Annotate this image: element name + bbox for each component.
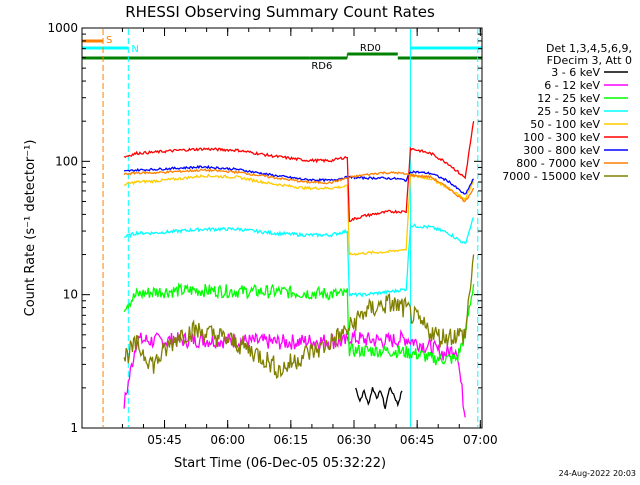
series-line-100-300-kev	[123, 121, 475, 223]
series-line-800-7000-kev	[123, 168, 475, 203]
legend: Det 1,3,4,5,6,9,FDecim 3, Att 03 - 6 keV…	[502, 42, 632, 183]
y-tick-label: 10	[63, 288, 78, 302]
y-axis-label: Count Rate (s⁻¹ detector⁻¹)	[23, 140, 38, 317]
legend-header-line: Det 1,3,4,5,6,9,	[546, 42, 632, 55]
flag-label-s: S	[106, 35, 112, 46]
y-axis: 1 10 100 1000	[47, 21, 482, 435]
x-tick-label: 06:45	[400, 433, 435, 447]
legend-entry-label: 25 - 50 keV	[537, 105, 600, 118]
series-line-25-50-kev	[124, 217, 475, 298]
series-lines	[123, 121, 475, 418]
x-tick-label: 07:00	[463, 433, 498, 447]
legend-entry-label: 800 - 7000 keV	[516, 157, 600, 170]
legend-header-line: FDecim 3, Att 0	[547, 54, 632, 67]
flag-label-n: N	[131, 44, 138, 55]
flag-label-rd6: RD6	[311, 61, 332, 72]
x-tick-label: 06:00	[210, 433, 245, 447]
legend-entry-label: 6 - 12 keV	[544, 79, 600, 92]
plot-frame	[81, 27, 483, 429]
series-line-50-100-kev	[123, 172, 475, 256]
series-line-6-12-kev	[123, 328, 466, 418]
y-tick-label: 100	[55, 154, 78, 168]
x-axis: 05:45 06:00 06:15 06:30 06:45 07:00	[121, 28, 498, 447]
flag-label-rd0: RD0	[360, 43, 381, 54]
series-line-7000-15000-kev	[123, 254, 475, 380]
y-tick-label: 1	[70, 421, 78, 435]
flag-bars: S N RD0 RD6	[82, 35, 482, 72]
legend-entry-label: 300 - 800 keV	[523, 144, 600, 157]
legend-entry-label: 12 - 25 keV	[537, 92, 600, 105]
x-tick-label: 06:30	[337, 433, 372, 447]
y-tick-label: 1000	[47, 21, 78, 35]
legend-entry-label: 3 - 6 keV	[551, 66, 600, 79]
legend-entry-label: 100 - 300 keV	[523, 131, 600, 144]
legend-entry-label: 50 - 100 keV	[530, 118, 600, 131]
x-tick-label: 05:45	[147, 433, 182, 447]
x-axis-label: Start Time (06-Dec-05 05:32:22)	[174, 456, 386, 471]
legend-entry-label: 7000 - 15000 keV	[502, 170, 600, 183]
x-tick-label: 06:15	[274, 433, 309, 447]
timestamp: 24-Aug-2022 20:03	[559, 469, 636, 478]
chart-title: RHESSI Observing Summary Count Rates	[125, 3, 435, 21]
series-line-3-6-kev	[355, 386, 403, 409]
series-line-12-25-kev	[123, 282, 475, 366]
series-line-300-800-kev	[123, 164, 475, 195]
